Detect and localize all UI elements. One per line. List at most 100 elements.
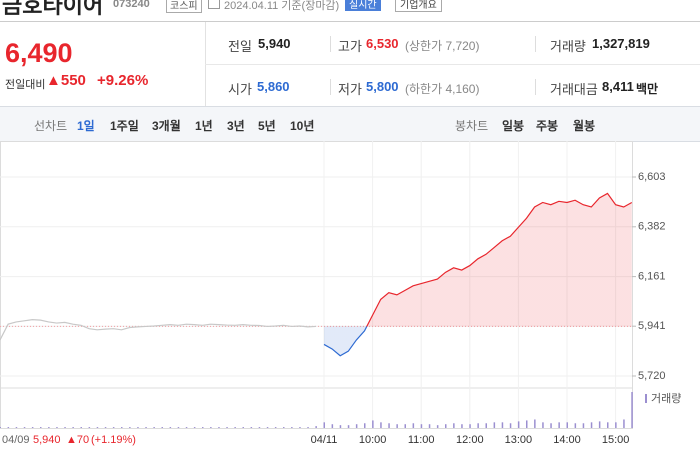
volume-bar	[48, 427, 50, 428]
plot-border	[0, 141, 633, 429]
volume-bar	[234, 427, 236, 428]
volume-bar	[307, 427, 309, 428]
volume-bar	[412, 423, 415, 428]
stat-value: 5,860	[257, 79, 290, 94]
volume-bar	[469, 424, 471, 428]
y-tick-label: 6,382	[638, 221, 666, 233]
volume-bar	[185, 427, 188, 428]
volume-bar	[112, 427, 115, 428]
col-divider	[535, 36, 536, 52]
stat-label: 거래대금	[550, 82, 598, 97]
volume-bar	[355, 424, 358, 428]
realtime-badge[interactable]: 실시간	[345, 0, 381, 11]
volume-bar	[266, 427, 269, 428]
tab-group-label: 봉차트	[455, 119, 489, 133]
volume-bar	[258, 427, 261, 428]
volume-bar	[509, 423, 512, 428]
stat-value: 5,800	[366, 79, 399, 94]
volume-bar	[598, 421, 601, 428]
volume-bar	[445, 424, 447, 428]
stock-title: 금호타이어	[2, 0, 104, 18]
volume-bar	[7, 427, 10, 428]
volume-bar	[291, 427, 293, 428]
volume-bar	[615, 422, 617, 428]
col-divider	[330, 36, 331, 52]
stat-label: 고가	[338, 39, 362, 54]
x-tick-label: 12:00	[456, 434, 484, 446]
change-label: 전일대비	[5, 79, 46, 91]
volume-bar	[202, 427, 204, 428]
volume-bar	[40, 427, 42, 428]
volume-bar	[542, 422, 544, 428]
volume-bar	[283, 427, 285, 428]
x-tick-label: 04/11	[311, 434, 338, 446]
period-tab[interactable]: 1년	[195, 119, 213, 133]
current-price: 6,490	[5, 38, 73, 68]
period-tab[interactable]: 5년	[258, 119, 276, 133]
x-tick-label: 15:00	[602, 434, 630, 446]
chart: 5,720 5,941 6,161 6,382 6,603 04/11 10:00 11:00…	[0, 141, 681, 446]
volume-bar	[274, 427, 277, 428]
volume-bar	[436, 425, 439, 428]
volume-bar	[331, 424, 334, 428]
tab-group-label: 선차트	[34, 119, 68, 133]
period-tab[interactable]: 10년	[290, 119, 315, 133]
volume-bar	[428, 424, 431, 428]
volume-bar	[121, 427, 123, 428]
stat-value: 5,940	[258, 36, 291, 51]
y-tick-label: 6,161	[638, 271, 666, 283]
candle-tab[interactable]: 월봉	[573, 119, 596, 133]
volume-bar	[72, 427, 74, 428]
clock-icon	[208, 0, 220, 9]
volume-bar	[607, 422, 609, 428]
col-divider	[330, 79, 331, 95]
volume-bar	[250, 427, 253, 428]
volume-bar	[404, 424, 406, 428]
volume-bar	[96, 427, 99, 428]
period-tab[interactable]: 1일	[77, 119, 95, 133]
volume-bar	[31, 427, 34, 428]
volume-bar	[372, 420, 374, 428]
x-tick-label: 13:00	[505, 434, 533, 446]
y-tick-label: 6,603	[638, 171, 666, 183]
volume-bar	[453, 423, 455, 428]
volume-bar	[137, 427, 139, 428]
volume-bar	[558, 422, 560, 428]
period-tab[interactable]: 3개월	[152, 119, 181, 133]
candle-tab[interactable]: 일봉	[502, 119, 525, 133]
candle-tab[interactable]: 주봉	[536, 119, 559, 133]
period-tab[interactable]: 1주일	[110, 119, 139, 133]
volume-bar	[526, 420, 528, 428]
stat-value: 8,411	[602, 79, 634, 94]
volume-bar	[177, 427, 180, 428]
volume-bar	[210, 427, 212, 428]
volume-bar	[388, 423, 390, 428]
period-tab[interactable]: 3년	[227, 119, 245, 133]
stat-note: (상한가 7,720)	[405, 39, 480, 53]
volume-bar	[226, 427, 228, 428]
x-tick-label: 11:00	[408, 434, 435, 446]
volume-bar	[517, 421, 520, 428]
volume-legend: 거래량	[651, 392, 681, 405]
stock-code: 073240	[113, 0, 150, 10]
volume-bar	[623, 419, 625, 428]
volume-bar	[339, 425, 342, 428]
volume-bar	[23, 427, 26, 428]
stat-label: 거래량	[550, 39, 586, 54]
volume-bar	[493, 422, 496, 428]
company-info-button[interactable]: 기업개요	[395, 0, 442, 12]
volume-bar	[242, 427, 244, 428]
price-line	[323, 192, 633, 357]
volume-bar	[582, 423, 585, 428]
volume-bar	[218, 427, 220, 428]
volume-bar	[315, 426, 317, 428]
prev-date: 04/09	[2, 434, 30, 446]
volume-bar	[501, 422, 504, 428]
volume-bar	[420, 424, 423, 428]
price-line	[0, 319, 316, 341]
volume-bar	[396, 424, 398, 428]
stat-label: 저가	[338, 82, 362, 97]
volume-bar	[461, 424, 463, 428]
volume-bar	[15, 427, 18, 428]
